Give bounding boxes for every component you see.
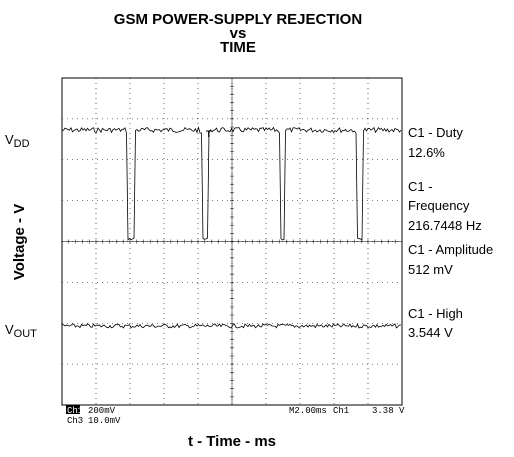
trace-label: VDD — [5, 132, 30, 150]
status: 10.0mV — [88, 416, 121, 426]
measurement: Frequency — [408, 198, 470, 213]
status: Ch3 — [67, 416, 83, 426]
measurement: C1 - Amplitude — [408, 242, 493, 257]
x-label: t - Time - ms — [188, 433, 276, 450]
status: M2.00ms — [289, 406, 327, 416]
status: 3.38 V — [372, 406, 405, 416]
vout-trace — [61, 323, 401, 329]
status: 200mV — [88, 406, 116, 416]
measurement: 216.7448 Hz — [408, 218, 482, 233]
trigger-marker: T — [206, 129, 212, 139]
measurement: C1 - — [408, 179, 433, 194]
status: Ch1 — [333, 406, 349, 416]
title: vs — [230, 25, 247, 42]
title: TIME — [220, 39, 256, 56]
grid — [61, 77, 402, 405]
measurement: C1 - High — [408, 306, 463, 321]
title: GSM POWER-SUPPLY REJECTION — [114, 11, 362, 28]
measurement: 12.6% — [408, 145, 445, 160]
measurement: 512 mV — [408, 262, 453, 277]
measurements: C1 - Duty 12.6% C1 - Frequency 216.7448 Hz C1… — [408, 125, 493, 340]
ch1-badge — [66, 405, 80, 414]
y-label: Voltage - V — [11, 204, 28, 280]
status: Ch1 — [67, 406, 83, 416]
vdd-trace — [61, 126, 402, 241]
measurement: C1 - Duty — [408, 125, 463, 140]
trace-label: VOUT — [5, 322, 37, 340]
measurement: 3.544 V — [408, 325, 453, 340]
